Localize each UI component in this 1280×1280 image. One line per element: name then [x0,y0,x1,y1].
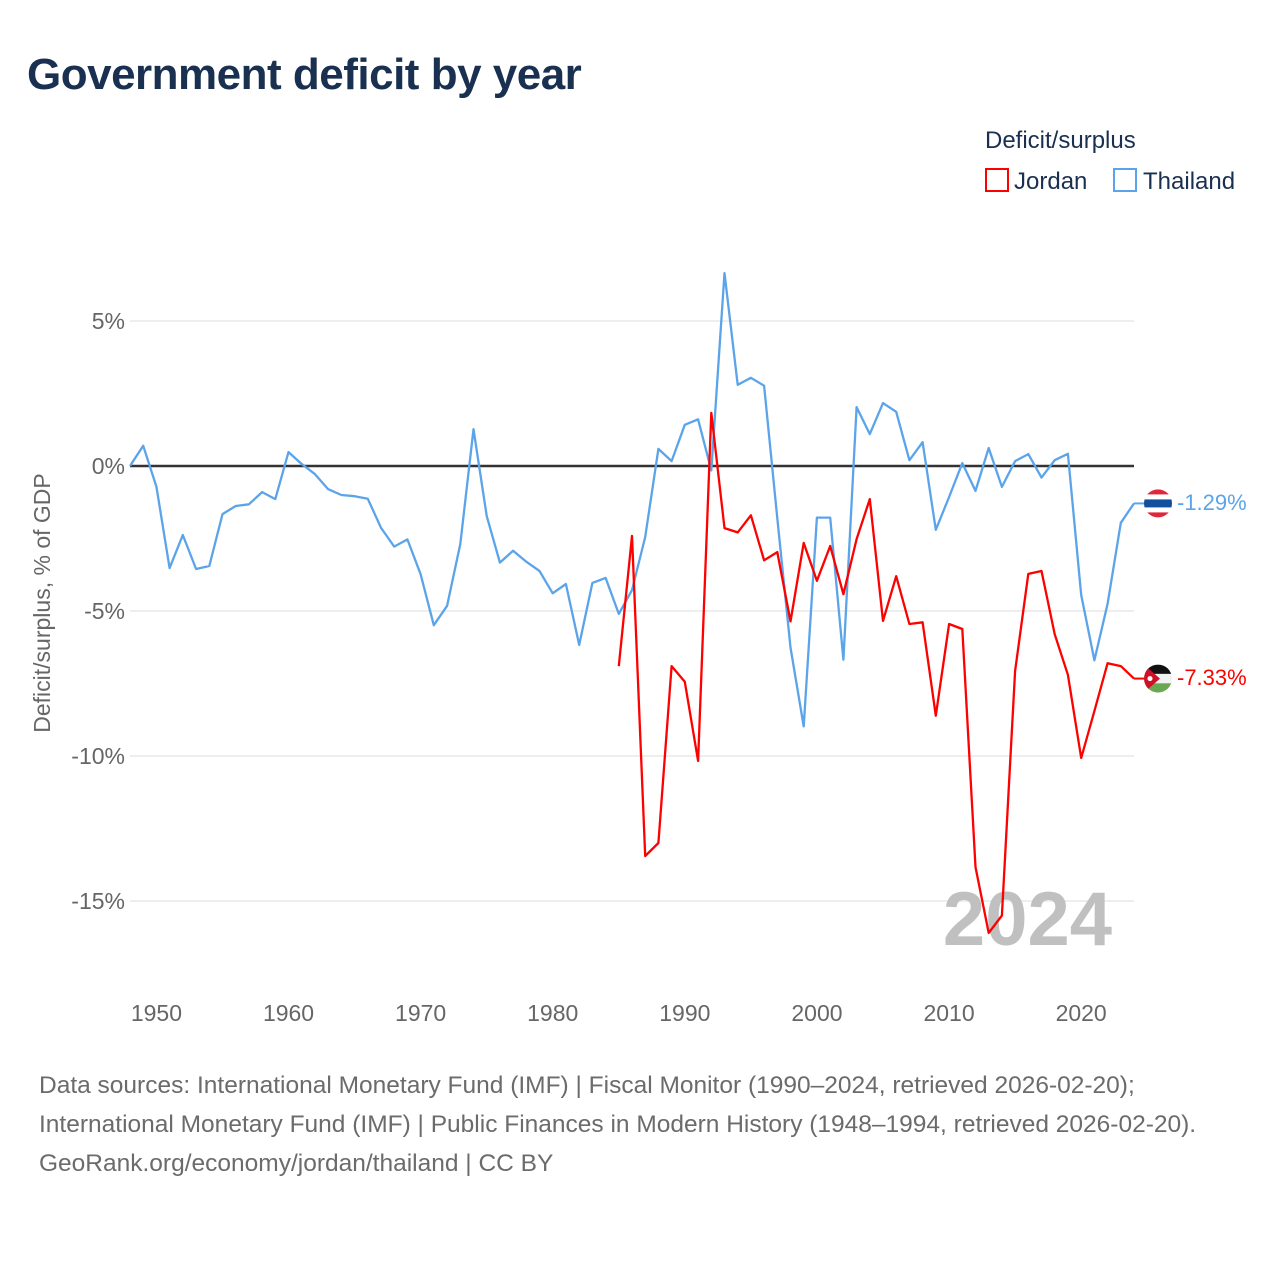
legend-label-jordan: Jordan [1014,168,1087,195]
flag-stripe [1144,664,1172,674]
jordan-flag-icon [1144,664,1172,693]
thailand-flag-icon [1144,489,1172,518]
x-tick-label: 1990 [659,1000,710,1026]
x-tick-label: 1980 [527,1000,578,1026]
flag-stripe [1144,499,1172,508]
series-line-thailand [129,271,1135,728]
end-label-jordan: -7.33% [1177,665,1247,690]
legend-item-thailand[interactable]: Thailand [1113,168,1235,195]
legend-label-thailand: Thailand [1143,168,1235,195]
y-tick-label: -10% [71,743,125,769]
year-watermark: 2024 [943,877,1112,962]
chart-title: Government deficit by year [27,50,582,99]
gridlines [130,320,1134,902]
flag-stripe [1144,683,1172,693]
y-tick-label: 5% [92,308,125,334]
legend-swatch-jordan [985,168,1009,192]
legend-title: Deficit/surplus [985,127,1136,154]
legend-item-jordan[interactable]: Jordan [985,168,1087,195]
y-tick-label: -5% [84,598,125,624]
x-tick-label: 1960 [263,1000,314,1026]
series-lines [129,271,1146,935]
data-sources: Data sources: International Monetary Fun… [39,1072,1197,1138]
x-tick-label: 2020 [1056,1000,1107,1026]
x-axis-ticks: 1950 1960 1970 1980 1990 2000 2010 2020 [131,1000,1107,1026]
footer: Data sources: International Monetary Fun… [39,1066,1239,1183]
y-tick-label: -15% [71,888,125,914]
flag-stripe [1144,494,1172,500]
flag-stripe [1144,507,1172,513]
end-flags [1144,489,1172,693]
legend-swatch-thailand [1113,168,1137,192]
y-axis-label: Deficit/surplus, % of GDP [29,473,55,732]
series-line-jordan [617,411,1135,935]
end-label-thailand: -1.29% [1177,490,1247,515]
x-tick-label: 1970 [395,1000,446,1026]
y-tick-label: 0% [92,453,125,479]
flag-star [1147,676,1153,682]
x-tick-label: 2000 [791,1000,842,1026]
credit-link[interactable]: GeoRank.org/economy/jordan/thailand | CC… [39,1150,554,1177]
x-tick-label: 1950 [131,1000,182,1026]
flag-stripe [1144,489,1172,495]
x-tick-label: 2010 [923,1000,974,1026]
y-axis-ticks: 5% 0% -5% -10% -15% [71,308,125,914]
flag-stripe [1144,512,1172,518]
